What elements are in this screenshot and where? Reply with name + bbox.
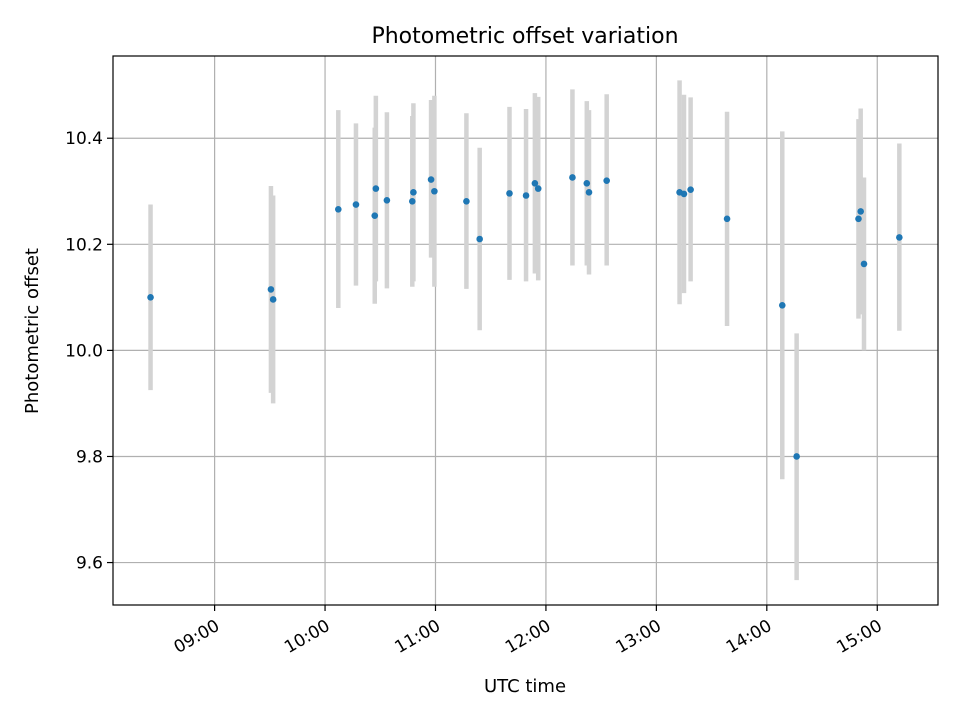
x-tick-label: 11:00 [392,616,444,658]
data-point [855,215,862,223]
x-tick-label: 10:00 [281,616,333,658]
chart-title: Photometric offset variation [371,24,678,49]
data-point [267,286,275,293]
data-point [408,198,416,205]
data-point [857,208,864,215]
data-point [372,185,380,192]
data-point [371,212,379,219]
x-axis-label: UTC time [484,676,566,697]
data-point [534,185,542,192]
axis-ticks: 09:00 10:00 11:00 12:00 13:00 14:00 15:00 9.6 9.… [65,129,886,658]
y-tick-label: 9.8 [76,447,103,467]
data-point [476,235,483,243]
data-point [269,296,277,303]
data-point [383,196,391,204]
data-point [531,180,539,187]
y-axis-label: Photometric offset [22,248,43,414]
data-point [896,234,903,241]
data-point [463,198,470,205]
data-point [569,174,576,181]
data-point [793,453,800,460]
y-tick-label: 10.2 [65,235,103,255]
data-points [147,174,903,460]
data-point [583,180,591,187]
data-point [427,176,435,183]
y-tick-label: 9.6 [76,554,103,574]
x-tick-label: 15:00 [833,616,885,658]
data-point [522,192,530,199]
data-point [147,294,154,301]
data-point [335,205,342,213]
error-bars [148,80,902,581]
x-tick-label: 14:00 [723,616,775,658]
data-point [506,190,513,197]
data-point [410,189,417,196]
data-point [778,302,786,309]
x-tick-label: 13:00 [612,616,664,658]
data-point [352,201,360,208]
data-point [585,189,593,196]
data-point [603,177,610,184]
y-tick-label: 10.4 [65,129,103,149]
data-point [431,187,438,195]
data-point [860,260,868,268]
x-tick-label: 09:00 [171,616,223,658]
data-point [680,190,688,198]
y-tick-label: 10.0 [65,341,103,361]
data-point [687,186,694,193]
plot-frame [112,55,939,606]
x-tick-label: 12:00 [502,616,554,658]
data-point [723,215,731,223]
